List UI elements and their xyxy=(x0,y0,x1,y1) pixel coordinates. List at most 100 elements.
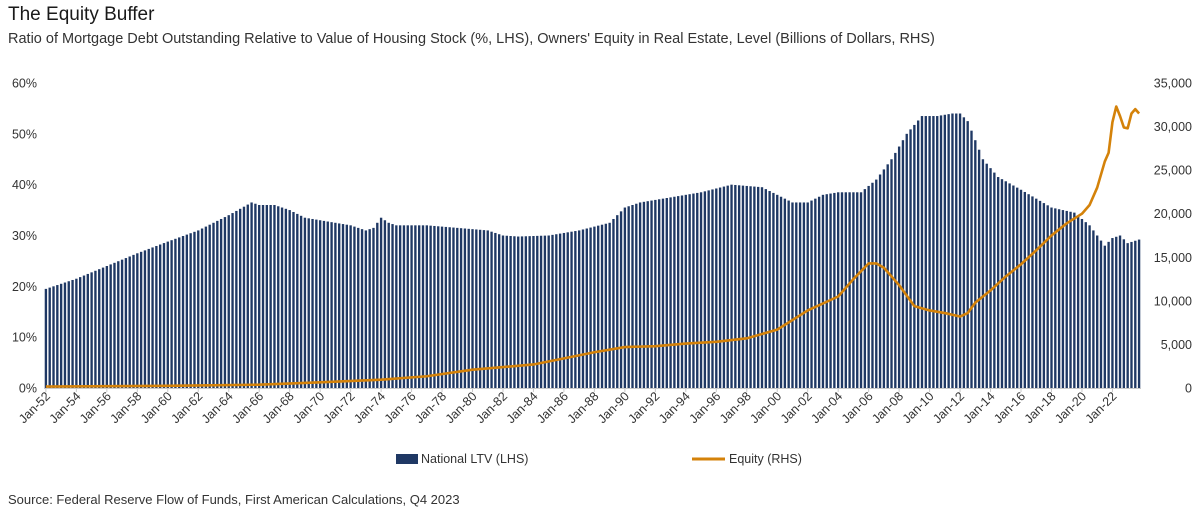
ltv-bar xyxy=(238,208,242,388)
ltv-bar xyxy=(589,227,592,388)
ltv-bar xyxy=(684,194,687,388)
ltv-bar xyxy=(1111,238,1114,388)
x-tick-label: Jan-86 xyxy=(534,389,571,426)
ltv-bar xyxy=(505,235,508,388)
ltv-bar xyxy=(867,185,870,388)
ltv-bar xyxy=(909,129,912,388)
ltv-bar xyxy=(947,114,950,388)
ltv-bar xyxy=(478,229,482,388)
ltv-bar xyxy=(128,256,131,388)
x-tick-label: Jan-20 xyxy=(1052,389,1089,426)
ltv-bar xyxy=(821,194,825,388)
ltv-bar xyxy=(193,231,196,388)
ltv-bar xyxy=(1092,230,1095,388)
ltv-bar xyxy=(608,222,611,388)
ltv-bar xyxy=(1031,196,1034,388)
x-tick-label: Jan-76 xyxy=(382,389,419,426)
ltv-bar xyxy=(398,225,402,388)
ltv-bar xyxy=(376,222,379,388)
source-note: Source: Federal Reserve Flow of Funds, F… xyxy=(8,492,460,507)
ltv-bar xyxy=(486,230,489,388)
ltv-bar xyxy=(440,226,444,388)
x-axis-ticks: Jan-52Jan-54Jan-56Jan-58Jan-60Jan-62Jan-… xyxy=(16,388,1120,426)
ltv-bar xyxy=(604,223,608,388)
ltv-bar xyxy=(1065,210,1068,388)
ltv-bar xyxy=(63,282,67,388)
ltv-bar xyxy=(425,225,428,388)
ltv-bar xyxy=(139,251,143,388)
right-tick-label: 15,000 xyxy=(1154,251,1192,265)
ltv-bar xyxy=(741,185,745,388)
ltv-bar xyxy=(1061,210,1065,388)
left-tick-label: 0% xyxy=(19,382,37,396)
ltv-bar xyxy=(509,236,512,388)
ltv-bar xyxy=(120,259,124,388)
ltv-bar xyxy=(783,198,787,388)
ltv-bar xyxy=(311,218,314,388)
legend: National LTV (LHS) Equity (RHS) xyxy=(396,452,802,466)
ltv-bar xyxy=(1012,185,1015,388)
ltv-bar xyxy=(170,240,173,388)
ltv-bar xyxy=(890,159,893,388)
x-tick-label: Jan-68 xyxy=(260,389,297,426)
ltv-bar xyxy=(94,270,97,388)
ltv-bar xyxy=(82,275,86,388)
ltv-bar xyxy=(44,288,48,389)
ltv-bar xyxy=(292,211,295,388)
ltv-bar xyxy=(844,192,847,388)
ltv-bar xyxy=(619,211,623,388)
ltv-bar xyxy=(795,202,798,388)
ltv-bar xyxy=(75,278,78,388)
ltv-bar xyxy=(1054,208,1057,388)
ltv-bar xyxy=(547,235,550,388)
ltv-bar xyxy=(669,197,672,389)
ltv-bar xyxy=(421,225,425,388)
ltv-bar xyxy=(501,235,505,388)
ltv-bar xyxy=(760,187,764,388)
ltv-bar xyxy=(840,192,844,388)
right-tick-label: 20,000 xyxy=(1154,207,1192,221)
ltv-bar xyxy=(837,192,840,388)
ltv-bar xyxy=(1118,235,1122,388)
ltv-bar xyxy=(570,231,573,388)
left-tick-label: 20% xyxy=(12,280,37,294)
ltv-bar xyxy=(665,198,668,388)
ltv-bar xyxy=(166,241,169,388)
ltv-bar xyxy=(124,258,128,388)
ltv-bar xyxy=(197,230,200,388)
ltv-bar xyxy=(875,179,878,388)
ltv-bar xyxy=(444,226,448,388)
ltv-bar xyxy=(817,196,821,388)
ltv-bar xyxy=(726,185,729,388)
ltv-bar xyxy=(143,250,147,388)
ltv-bar xyxy=(730,184,733,388)
ltv-bar xyxy=(536,235,539,388)
ltv-bar xyxy=(372,227,375,389)
ltv-bar xyxy=(600,224,604,388)
ltv-bar xyxy=(330,222,333,388)
ltv-bar xyxy=(539,235,543,388)
ltv-bar xyxy=(768,191,771,388)
ltv-bar xyxy=(406,225,409,388)
ltv-bar xyxy=(791,202,794,388)
ltv-bar xyxy=(753,186,756,388)
ltv-bar xyxy=(597,225,600,388)
ltv-bar xyxy=(448,227,451,388)
ltv-bar xyxy=(59,283,63,388)
x-tick-label: Jan-62 xyxy=(168,389,205,426)
ltv-bar xyxy=(1019,189,1023,388)
ltv-bar xyxy=(48,287,51,388)
ltv-bar xyxy=(810,200,813,388)
ltv-bar xyxy=(231,213,234,388)
ltv-bar xyxy=(235,210,238,388)
left-axis-ticks: 0% 10% 20% 30% 40% 50% 60% xyxy=(12,77,37,396)
ltv-bar xyxy=(155,245,158,388)
right-tick-label: 5,000 xyxy=(1161,338,1192,352)
ltv-bar xyxy=(223,217,227,388)
equity-line-layer xyxy=(45,105,1141,388)
ltv-bar xyxy=(989,168,992,388)
ltv-bar xyxy=(467,228,470,388)
ltv-bar xyxy=(574,231,577,388)
ltv-bar xyxy=(673,196,676,388)
